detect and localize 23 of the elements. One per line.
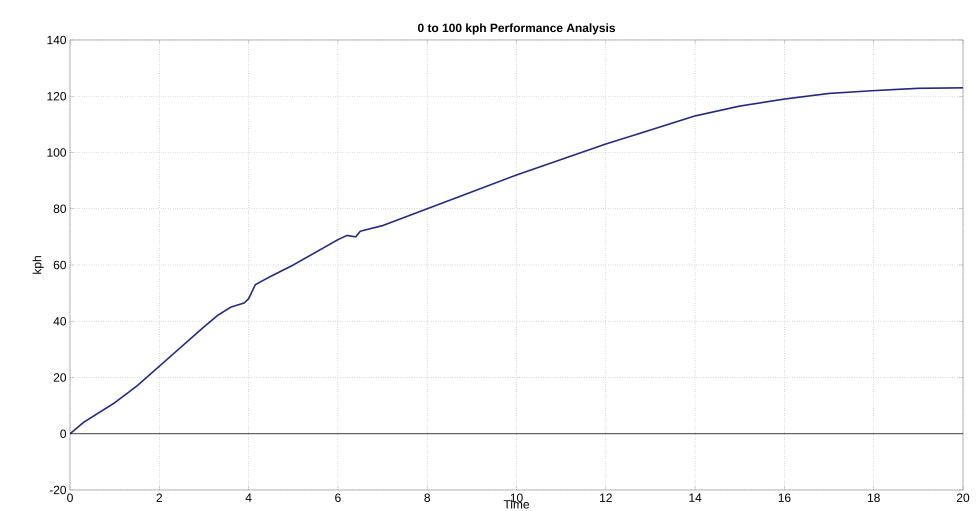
y-tick-label: 0 (60, 430, 66, 438)
y-tick-label: 60 (54, 260, 66, 270)
chart-title: 0 to 100 kph Performance Analysis (418, 23, 616, 34)
x-tick-label: 18 (868, 494, 880, 502)
y-tick-label: -20 (50, 486, 66, 494)
x-tick-label: 10 (510, 494, 523, 502)
y-tick-label: 100 (47, 148, 66, 157)
x-tick-label: 20 (956, 494, 970, 502)
x-tick-label: 16 (778, 494, 791, 502)
y-axis-title: kph (32, 256, 44, 274)
x-tick-label: 0 (67, 494, 73, 502)
x-tick-label: 4 (246, 494, 252, 502)
x-tick-label: 12 (600, 494, 612, 502)
y-tick-label: 40 (53, 317, 66, 326)
x-axis-title: Time (504, 500, 530, 509)
y-tick-label: 140 (47, 36, 66, 44)
x-tick-label: 6 (335, 494, 341, 502)
x-tick-label: 14 (689, 494, 702, 502)
y-tick-label: 120 (47, 92, 66, 100)
x-tick-label: 8 (424, 494, 430, 502)
y-tick-label: 80 (54, 204, 66, 213)
x-tick-label: 2 (156, 494, 162, 502)
y-tick-label: 20 (54, 373, 66, 382)
